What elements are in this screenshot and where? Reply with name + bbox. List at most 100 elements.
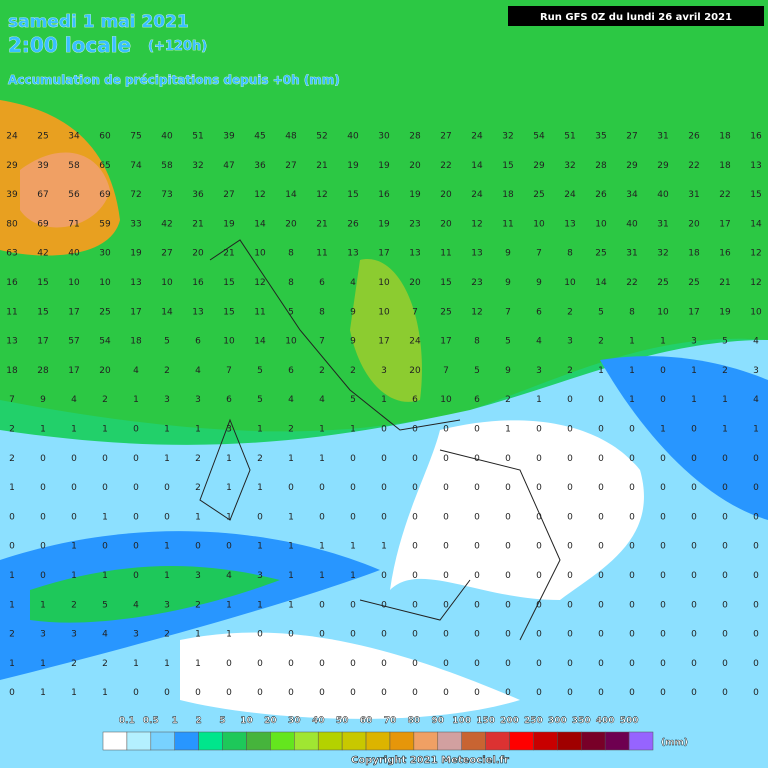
- legend-label: 70: [384, 716, 397, 726]
- grid-value: 1: [71, 571, 77, 581]
- grid-value: 10: [161, 278, 173, 288]
- grid-value: 0: [722, 512, 728, 522]
- rain-zone: [0, 0, 768, 432]
- grid-value: 0: [195, 688, 201, 698]
- grid-value: 0: [381, 454, 387, 464]
- grid-value: 1: [102, 688, 108, 698]
- grid-value: 22: [688, 161, 699, 171]
- grid-value: 74: [130, 161, 142, 171]
- grid-value: 2: [9, 630, 15, 640]
- grid-value: 0: [660, 366, 666, 376]
- grid-value: 58: [68, 161, 80, 171]
- grid-value: 1: [257, 425, 263, 435]
- grid-value: 36: [254, 161, 266, 171]
- grid-value: 31: [688, 190, 699, 200]
- grid-value: 10: [595, 219, 607, 229]
- grid-value: 25: [440, 307, 451, 317]
- grid-value: 0: [722, 483, 728, 493]
- grid-value: 0: [660, 542, 666, 552]
- grid-value: 1: [195, 512, 201, 522]
- grid-value: 20: [440, 190, 452, 200]
- grid-value: 0: [474, 600, 480, 610]
- grid-value: 0: [505, 659, 511, 669]
- grid-value: 17: [68, 366, 79, 376]
- grid-value: 0: [691, 483, 697, 493]
- grid-value: 13: [192, 307, 203, 317]
- grid-value: 2: [319, 366, 325, 376]
- grid-value: 15: [37, 278, 48, 288]
- grid-value: 24: [471, 132, 483, 142]
- grid-value: 29: [6, 161, 18, 171]
- grid-value: 1: [195, 425, 201, 435]
- grid-value: 16: [719, 249, 731, 259]
- grid-value: 0: [133, 688, 139, 698]
- grid-value: 0: [567, 688, 573, 698]
- grid-value: 0: [474, 542, 480, 552]
- grid-value: 0: [288, 483, 294, 493]
- grid-value: 32: [657, 249, 668, 259]
- grid-value: 0: [536, 512, 542, 522]
- grid-value: 3: [195, 395, 201, 405]
- grid-value: 26: [688, 132, 700, 142]
- grid-value: 25: [688, 278, 699, 288]
- grid-value: 0: [598, 512, 604, 522]
- grid-value: 0: [381, 425, 387, 435]
- grid-value: 3: [195, 571, 201, 581]
- grid-value: 0: [443, 512, 449, 522]
- grid-value: 1: [288, 512, 294, 522]
- grid-value: 3: [40, 630, 46, 640]
- grid-value: 71: [68, 219, 79, 229]
- grid-value: 40: [626, 219, 638, 229]
- grid-value: 30: [378, 132, 390, 142]
- legend-label: 100: [452, 716, 471, 726]
- grid-value: 14: [254, 219, 266, 229]
- grid-value: 5: [164, 337, 170, 347]
- grid-value: 20: [99, 366, 111, 376]
- grid-value: 0: [629, 571, 635, 581]
- rain-band-core: [30, 566, 280, 623]
- grid-value: 0: [381, 483, 387, 493]
- grid-value: 0: [536, 630, 542, 640]
- grid-value: 0: [722, 630, 728, 640]
- legend-swatch: [317, 731, 343, 751]
- grid-value: 3: [567, 337, 573, 347]
- grid-value: 0: [536, 600, 542, 610]
- grid-value: 18: [502, 190, 514, 200]
- grid-value: 10: [223, 337, 235, 347]
- grid-value: 16: [378, 190, 390, 200]
- grid-value: 5: [288, 307, 294, 317]
- grid-value: 0: [660, 512, 666, 522]
- grid-value: 0: [629, 600, 635, 610]
- grid-value: 20: [285, 219, 297, 229]
- grid-value: 7: [226, 366, 232, 376]
- grid-value: 0: [505, 512, 511, 522]
- legend-swatch: [413, 731, 439, 751]
- grid-value: 0: [412, 512, 418, 522]
- grid-value: 5: [474, 366, 480, 376]
- grid-value: 0: [753, 512, 759, 522]
- grid-value: 0: [350, 454, 356, 464]
- grid-value: 19: [378, 219, 390, 229]
- grid-value: 1: [660, 337, 666, 347]
- grid-value: 40: [68, 249, 80, 259]
- grid-value: 24: [6, 132, 18, 142]
- legend-label: 500: [620, 716, 639, 726]
- grid-value: 21: [316, 161, 327, 171]
- grid-value: 12: [750, 278, 761, 288]
- grid-value: 1: [40, 688, 46, 698]
- grid-value: 10: [564, 278, 576, 288]
- grid-value: 6: [536, 307, 542, 317]
- grid-value: 33: [130, 219, 141, 229]
- grid-value: 0: [381, 688, 387, 698]
- grid-value: 21: [316, 219, 327, 229]
- grid-value: 0: [753, 542, 759, 552]
- grid-value: 0: [474, 571, 480, 581]
- grid-value: 0: [598, 425, 604, 435]
- grid-value: 7: [319, 337, 325, 347]
- grid-value: 0: [536, 542, 542, 552]
- grid-value: 16: [750, 132, 762, 142]
- grid-value: 5: [598, 307, 604, 317]
- grid-value: 1: [164, 454, 170, 464]
- grid-value: 1: [691, 366, 697, 376]
